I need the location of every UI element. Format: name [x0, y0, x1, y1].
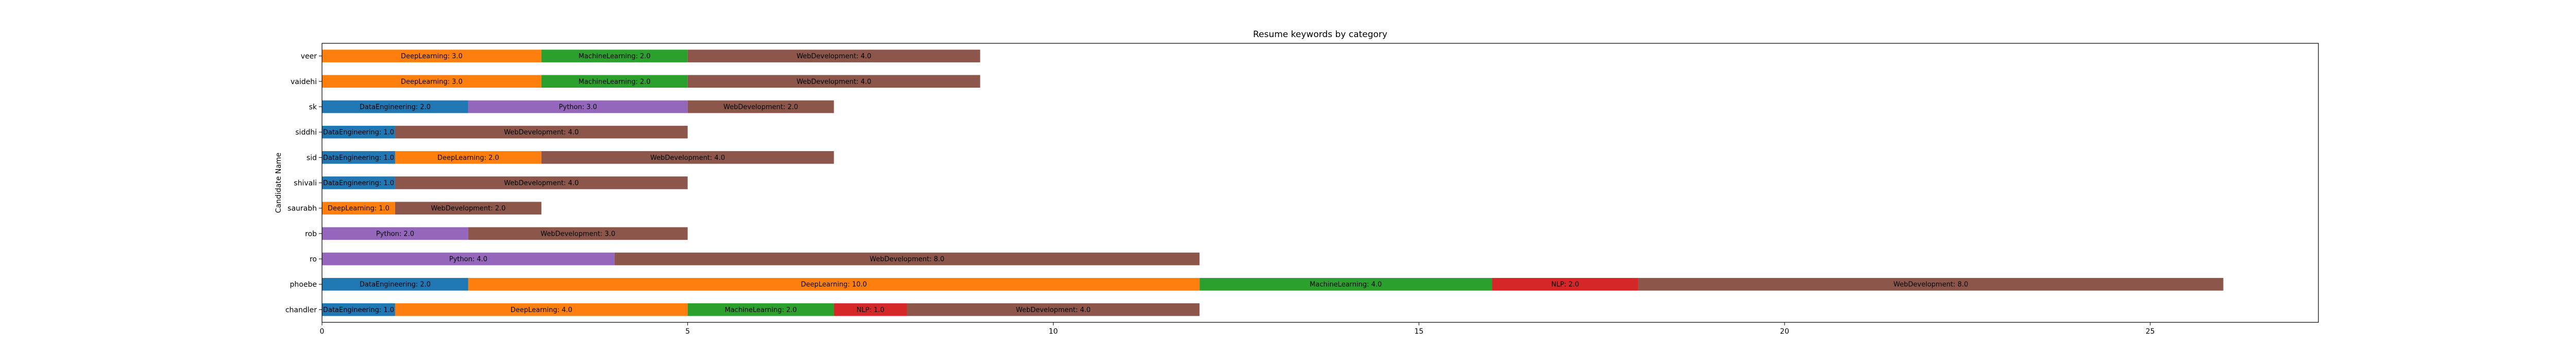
y-tick-label: phoebe	[290, 281, 317, 289]
bar-data-label: WebDevelopment: 4.0	[796, 78, 871, 86]
bar-data-label: Python: 4.0	[449, 256, 487, 264]
y-tick-label: shivali	[294, 179, 317, 188]
y-tick-label: rob	[305, 230, 317, 238]
bar-segment	[468, 227, 688, 240]
bar-data-label: DataEngineering: 1.0	[323, 306, 394, 314]
bar-data-label: WebDevelopment: 4.0	[504, 129, 579, 137]
x-tick-label: 25	[2146, 327, 2155, 336]
bar-segment	[541, 50, 688, 62]
bar-data-label: WebDevelopment: 2.0	[723, 103, 798, 111]
bar-segment	[395, 125, 688, 139]
bar-segment	[322, 252, 615, 266]
y-tick-label: sid	[307, 154, 317, 162]
bar-data-label: DeepLearning: 3.0	[401, 78, 463, 86]
bar-data-label: WebDevelopment: 3.0	[540, 230, 615, 238]
bar-data-label: DeepLearning: 1.0	[328, 205, 389, 212]
x-tick-label: 20	[1780, 327, 1789, 336]
bar-data-label: WebDevelopment: 4.0	[796, 53, 871, 60]
bar-data-label: DataEngineering: 1.0	[323, 129, 394, 137]
chart-title: Resume keywords by category	[1253, 29, 1387, 40]
bar-segment	[322, 202, 395, 215]
bar-segment	[322, 50, 541, 62]
y-tick-label: ro	[310, 255, 317, 264]
bar-data-label: Python: 2.0	[376, 230, 414, 238]
bar-segment	[322, 227, 468, 240]
bar-data-label: MachineLearning: 2.0	[579, 53, 651, 60]
x-tick-label: 10	[1048, 327, 1058, 336]
bars-group: DataEngineering: 1.0 DeepLearning: 4.0 Mac…	[322, 50, 2224, 316]
bar-data-label: WebDevelopment: 8.0	[1893, 281, 1968, 289]
bar-data-label: WebDevelopment: 8.0	[870, 256, 944, 264]
y-tick-label: vaidehi	[291, 78, 317, 86]
bar-data-label: DataEngineering: 2.0	[360, 281, 431, 289]
y-tick-label: chandler	[285, 306, 317, 314]
y-tick-label: sk	[309, 103, 317, 111]
bar-data-label: WebDevelopment: 2.0	[431, 205, 505, 212]
bar-segment	[322, 176, 395, 189]
bar-data-label: DataEngineering: 1.0	[323, 154, 394, 162]
bar-data-label: NLP: 2.0	[1551, 281, 1579, 289]
bar-data-label: MachineLearning: 2.0	[725, 306, 797, 314]
bar-segment	[834, 303, 907, 316]
bar-segment	[687, 75, 980, 88]
y-tick-label: siddhi	[295, 128, 317, 137]
y-tick-label: saurabh	[287, 205, 317, 213]
x-tick-label: 0	[320, 327, 325, 336]
bar-segment	[322, 303, 395, 316]
bar-segment	[468, 100, 688, 113]
bar-segment	[322, 75, 541, 88]
x-tick-label: 15	[1414, 327, 1423, 336]
axes-group: chandler phoebe ro rob saurabh shivali sid sidd…	[285, 53, 2155, 336]
bar-segment	[541, 151, 834, 164]
bar-segment	[395, 176, 688, 189]
bar-segment	[907, 303, 1200, 316]
bar-data-label: WebDevelopment: 4.0	[504, 179, 579, 187]
bar-data-label: DeepLearning: 2.0	[437, 154, 499, 162]
bar-data-label: WebDevelopment: 4.0	[1016, 306, 1091, 314]
bar-segment	[468, 277, 1200, 291]
bar-segment	[541, 75, 688, 88]
bar-segment	[322, 277, 468, 291]
y-axis-label: Candidate Name	[275, 153, 283, 213]
bar-segment	[687, 50, 980, 62]
bar-data-label: DeepLearning: 4.0	[511, 306, 572, 314]
bar-segment	[395, 303, 688, 316]
plot-frame	[321, 43, 2319, 323]
bar-data-label: DeepLearning: 3.0	[401, 53, 463, 60]
bar-segment	[322, 151, 395, 164]
bar-data-label: DataEngineering: 1.0	[323, 179, 394, 187]
bar-data-label: DataEngineering: 2.0	[360, 103, 431, 111]
bar-segment	[614, 252, 1200, 266]
bar-data-label: Python: 3.0	[559, 103, 597, 111]
bar-data-label: WebDevelopment: 4.0	[650, 154, 725, 162]
bar-data-label: MachineLearning: 4.0	[1310, 281, 1382, 289]
bar-segment	[395, 151, 541, 164]
bar-segment	[1638, 277, 2224, 291]
x-tick-label: 5	[685, 327, 690, 336]
bar-data-label: NLP: 1.0	[857, 306, 885, 314]
bar-segment	[395, 202, 541, 215]
bar-segment	[1199, 277, 1493, 291]
bar-data-label: MachineLearning: 2.0	[579, 78, 651, 86]
bar-segment	[322, 125, 395, 139]
bar-segment	[687, 303, 834, 316]
bar-data-label: DeepLearning: 10.0	[801, 281, 867, 289]
bar-segment	[687, 100, 834, 113]
y-tick-label: veer	[301, 53, 317, 61]
bar-segment	[1492, 277, 1638, 291]
bar-segment	[322, 100, 468, 113]
